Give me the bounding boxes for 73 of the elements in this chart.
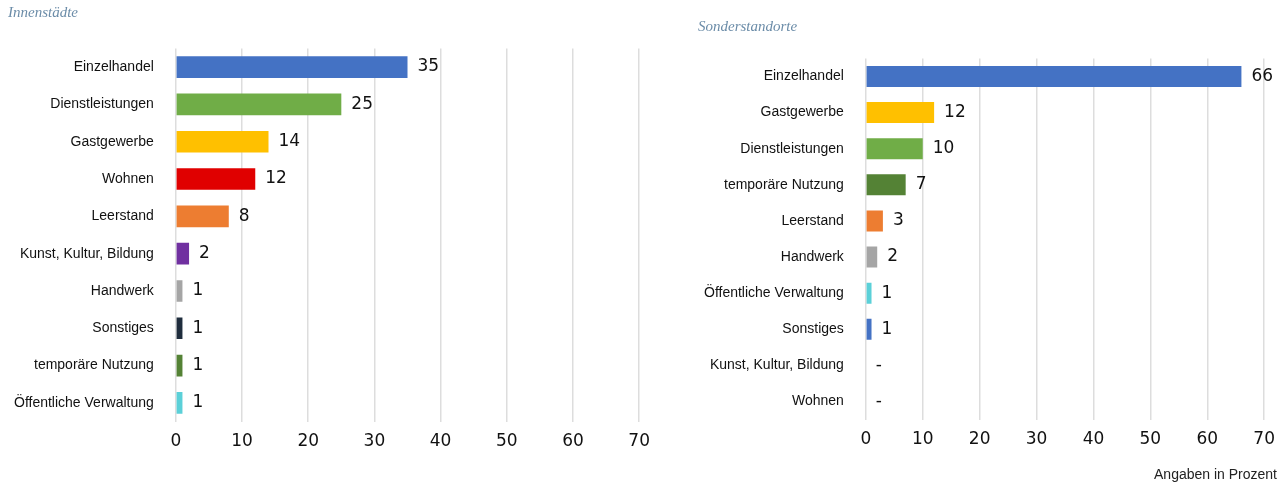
chart-title: Sonderstandorte [698, 18, 798, 35]
y-tick-label: temporäre Nutzung [723, 175, 844, 192]
x-tick-label: 10 [231, 430, 253, 451]
x-tick-label: 60 [1196, 428, 1219, 449]
x-tick-label: 20 [297, 430, 320, 451]
bar [866, 318, 872, 340]
data-label: 35 [417, 55, 440, 76]
data-label: 66 [1251, 64, 1274, 85]
y-tick-label: Kunst, Kultur, Bildung [709, 356, 844, 373]
x-tick-label: 70 [628, 430, 650, 451]
data-label: 14 [278, 130, 301, 151]
text: - [875, 389, 882, 410]
bar [176, 205, 229, 228]
y-tick-label: Einzelhandel [763, 67, 844, 84]
data-label: 1 [881, 281, 893, 302]
bar [866, 246, 878, 268]
bar [866, 174, 906, 196]
x-tick-label: 10 [911, 428, 934, 449]
x-tick-label: 30 [1025, 428, 1048, 449]
x-tick-label: 0 [170, 430, 182, 451]
x-tick-label: 50 [1139, 428, 1162, 449]
data-label: 7 [915, 173, 927, 194]
data-label: 2 [199, 242, 210, 263]
bar [866, 138, 923, 160]
x-tick-label: 50 [495, 430, 518, 451]
y-tick-label: Gastgewerbe [760, 103, 845, 120]
x-tick-label: 0 [860, 428, 872, 449]
data-label: 12 [944, 101, 966, 121]
data-label: 8 [238, 204, 250, 225]
y-tick-label: Leerstand [91, 207, 154, 224]
text: - [875, 353, 882, 374]
y-tick-label: Gastgewerbe [70, 132, 155, 149]
y-tick-label: Leerstand [781, 211, 844, 228]
bar [866, 102, 935, 124]
y-tick-label: temporäre Nutzung [33, 356, 154, 373]
bar [866, 282, 872, 304]
bar [176, 93, 342, 116]
y-tick-label: Sonstiges [92, 319, 154, 336]
y-tick-label: Wohnen [791, 392, 844, 409]
x-tick-label: 40 [429, 430, 452, 451]
y-tick-label: Handwerk [780, 247, 845, 264]
y-tick-label: Öffentliche Verwaltung [13, 392, 154, 410]
bar [866, 210, 883, 232]
text: Innenstädte [8, 4, 78, 21]
data-label: 1 [881, 317, 893, 338]
bar [866, 65, 1242, 87]
y-tick-label: Einzelhandel [73, 57, 154, 74]
x-tick-label: 60 [562, 430, 584, 451]
bar [176, 56, 408, 78]
x-tick-label: 20 [968, 428, 991, 449]
data-label: 10 [932, 137, 955, 158]
x-tick-label: 30 [363, 430, 386, 451]
y-tick-label: Kunst, Kultur, Bildung [19, 244, 154, 261]
x-tick-label: 70 [1253, 428, 1275, 449]
data-label: 3 [892, 209, 904, 230]
bar [176, 242, 190, 265]
data-label: 1 [192, 316, 204, 337]
y-tick-label: Öffentliche Verwaltung [703, 283, 844, 301]
bar [176, 130, 269, 153]
y-tick-label: Handwerk [90, 281, 155, 298]
data-label: 1 [192, 391, 204, 412]
data-label: 25 [351, 92, 373, 113]
y-tick-label: Sonstiges [782, 320, 844, 337]
data-label: 1 [192, 354, 204, 375]
bar [176, 168, 256, 190]
data-label: 12 [265, 167, 287, 188]
y-tick-label: Wohnen [101, 169, 154, 186]
data-label: 2 [887, 245, 899, 266]
text: Angaben in Prozent [1154, 466, 1277, 482]
data-label: 1 [192, 279, 204, 300]
y-tick-label: Dienstleistungen [50, 95, 154, 112]
x-tick-label: 40 [1082, 428, 1105, 449]
y-tick-label: Dienstleistungen [740, 139, 844, 156]
